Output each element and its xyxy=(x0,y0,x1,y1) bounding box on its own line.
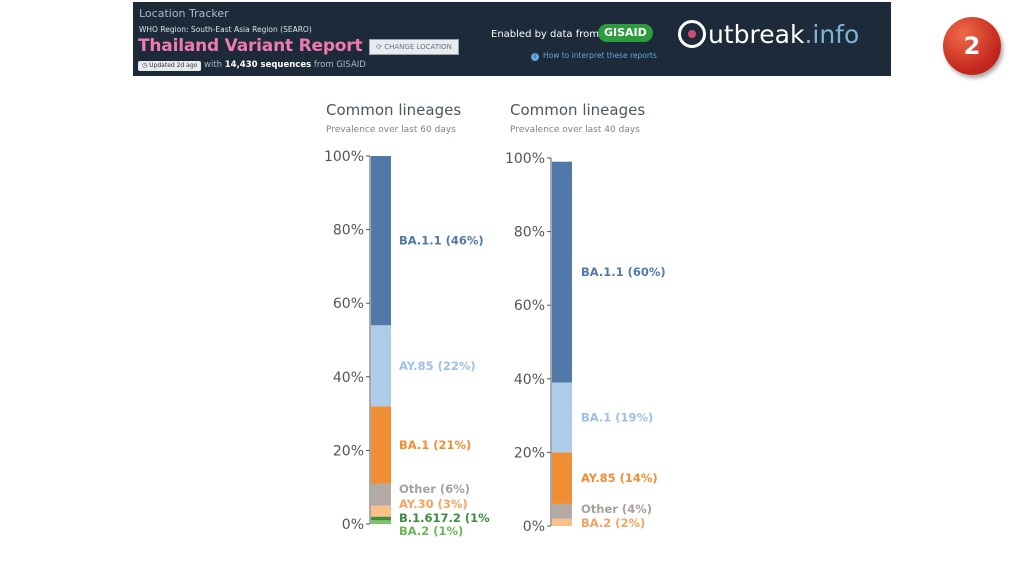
segment-label: BA.2 (2%) xyxy=(581,516,645,530)
y-tick-label: 60% xyxy=(333,296,364,312)
updated-badge: ◷ Updated 2d ago xyxy=(138,61,202,71)
chart-title: Common lineages xyxy=(510,101,646,119)
segment-label: BA.2 (1%) xyxy=(399,524,463,538)
lineages-panel-60-days: Common lineages Prevalence over last 60 … xyxy=(310,95,490,542)
gisaid-logo[interactable]: GISAID xyxy=(598,24,653,42)
chart-subtitle: Prevalence over last 40 days xyxy=(510,125,640,135)
chart-subtitle: Prevalence over last 60 days xyxy=(326,125,456,135)
bar-segment-ay-85[interactable] xyxy=(371,325,391,407)
lineage-stacked-bar-chart: 0% 20% 40% 60% 80% 100% BA.2 (1%)B.1.617.2 (1%… xyxy=(324,149,490,538)
segment-label: BA.1 (21%) xyxy=(399,438,471,452)
bar-segment-b-1-617-2[interactable] xyxy=(371,516,391,521)
segment-label: AY.85 (14%) xyxy=(581,471,658,485)
bar-segment-other[interactable] xyxy=(371,483,391,506)
y-tick-label: 80% xyxy=(514,225,545,241)
segment-label: AY.30 (3%) xyxy=(399,497,468,511)
location-tracker-label: Location Tracker xyxy=(139,7,229,20)
chart-title: Common lineages xyxy=(326,101,462,119)
enabled-by-label: Enabled by data from xyxy=(491,29,600,40)
info-icon: i xyxy=(531,53,539,61)
logo-text-dot: .info xyxy=(804,20,860,49)
y-tick-label: 20% xyxy=(514,445,545,461)
segment-label: BA.1 (19%) xyxy=(581,410,653,424)
lineage-stacked-bar-chart: 0% 20% 40% 60% 80% 100% BA.2 (2%)Other (4%) AY.… xyxy=(505,151,666,535)
slide-number-badge: 2 xyxy=(943,17,1001,75)
clock-icon: ◷ xyxy=(142,62,148,69)
outbreak-info-logo[interactable]: utbreak.info xyxy=(678,20,859,49)
bar-segment-ba-2[interactable] xyxy=(371,520,391,524)
bar-segment-ba-1-1[interactable] xyxy=(552,161,572,383)
y-tick-label: 0% xyxy=(342,517,364,533)
bar-segment-other[interactable] xyxy=(552,503,572,519)
y-tick-label: 80% xyxy=(333,223,364,239)
y-tick-label: 40% xyxy=(333,370,364,386)
y-tick-label: 0% xyxy=(523,519,545,535)
interpret-link-label: How to interpret these reports xyxy=(543,51,657,60)
bar-segment-ay-30[interactable] xyxy=(371,505,391,517)
change-location-button[interactable]: ⟳ CHANGE LOCATION xyxy=(369,39,459,55)
who-region-label: WHO Region: South-East Asia Region (SEAR… xyxy=(139,25,312,34)
bar-segment-ba-1[interactable] xyxy=(552,382,572,453)
bar-segment-ba-1-1[interactable] xyxy=(371,156,391,326)
y-tick-label: 100% xyxy=(324,149,364,165)
segment-label: Other (6%) xyxy=(399,482,470,496)
segment-label: BA.1.1 (46%) xyxy=(399,234,484,248)
interpret-link[interactable]: i How to interpret these reports xyxy=(531,51,657,61)
report-header: Location Tracker WHO Region: South-East … xyxy=(133,2,891,76)
sequences-count: 14,430 sequences xyxy=(224,60,312,70)
bar-segment-ay-85[interactable] xyxy=(552,452,572,504)
sequences-suffix: from GISAID xyxy=(311,60,366,70)
updated-label: Updated 2d ago xyxy=(149,62,198,69)
y-tick-label: 100% xyxy=(505,151,545,167)
segment-label: AY.85 (22%) xyxy=(399,359,476,373)
segment-label: Other (4%) xyxy=(581,502,652,516)
y-tick-label: 20% xyxy=(333,443,364,459)
segment-label: B.1.617.2 (1%) xyxy=(399,511,490,525)
lineages-panel-40-days: Common lineages Prevalence over last 40 … xyxy=(494,95,674,542)
logo-text-main: utbreak xyxy=(708,20,805,49)
page-title: Thailand Variant Report xyxy=(138,36,363,56)
sequence-count-text: with 14,430 sequences from GISAID xyxy=(204,60,366,70)
sequences-prefix: with xyxy=(204,60,225,70)
change-location-label: CHANGE LOCATION xyxy=(384,43,452,51)
refresh-icon: ⟳ xyxy=(376,43,382,51)
y-tick-label: 40% xyxy=(514,372,545,388)
y-tick-label: 60% xyxy=(514,298,545,314)
segment-label: BA.1.1 (60%) xyxy=(581,265,666,279)
bar-segment-ba-1[interactable] xyxy=(371,406,391,484)
bar-segment-ba-2[interactable] xyxy=(552,518,572,526)
outbreak-globe-icon xyxy=(678,20,706,48)
